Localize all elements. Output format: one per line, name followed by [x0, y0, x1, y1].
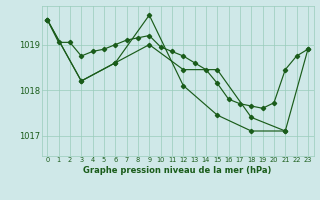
- X-axis label: Graphe pression niveau de la mer (hPa): Graphe pression niveau de la mer (hPa): [84, 166, 272, 175]
